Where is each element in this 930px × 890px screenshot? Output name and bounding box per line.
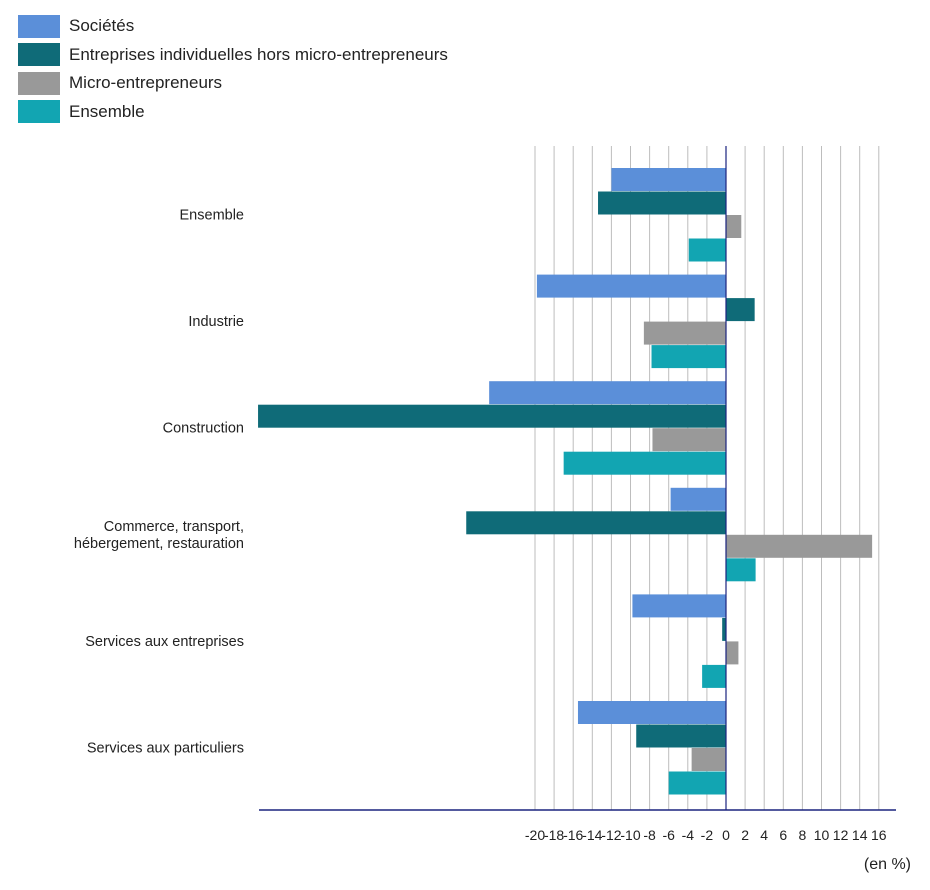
legend-label: Ensemble: [69, 101, 145, 121]
legend-swatch: [18, 100, 60, 124]
unit-label: (en %): [864, 856, 911, 873]
legend-label: Micro-entrepreneurs: [69, 73, 223, 93]
category-label: Commerce, transport,: [104, 519, 244, 535]
legend-swatch: [18, 43, 60, 67]
bar: [722, 617, 726, 641]
x-tick-label: 12: [833, 827, 849, 843]
x-tick-label: -18: [544, 827, 564, 843]
x-tick-label: -10: [620, 827, 640, 843]
category-label: Ensemble: [180, 208, 244, 224]
x-tick-label: 2: [741, 827, 749, 843]
x-tick-label: 4: [760, 827, 768, 843]
x-tick-label: -2: [701, 827, 714, 843]
bar: [726, 641, 739, 665]
bar: [688, 238, 726, 262]
x-tick-label: 16: [871, 827, 887, 843]
bar: [726, 215, 742, 238]
legend-swatch: [18, 71, 60, 95]
legend-item-micro-entrepreneurs: Micro-entrepreneurs: [18, 69, 448, 98]
category-label: Construction: [163, 421, 244, 437]
bar: [726, 534, 873, 558]
x-tick-label: 10: [814, 827, 830, 843]
bar: [563, 451, 726, 475]
category-label: Services aux particuliers: [87, 741, 244, 757]
category-label: hébergement, restauration: [74, 536, 244, 552]
x-tick-label: -14: [582, 827, 602, 843]
x-tick-label: -8: [643, 827, 656, 843]
bar: [489, 381, 726, 405]
bar: [611, 168, 726, 191]
x-tick-label: 8: [799, 827, 807, 843]
legend-item-ensemble: Ensemble: [18, 98, 448, 127]
bar: [668, 771, 726, 795]
x-tick-label: 6: [779, 827, 787, 843]
chart-legend: Sociétés Entreprises individuelles hors …: [18, 12, 448, 126]
bar: [670, 487, 726, 511]
x-tick-label: -12: [601, 827, 621, 843]
bar: [652, 428, 726, 452]
bar: [726, 298, 755, 322]
bar: [643, 321, 726, 345]
legend-label: Entreprises individuelles hors micro-ent…: [69, 44, 448, 64]
bar: [702, 664, 726, 688]
x-tick-label: -6: [662, 827, 675, 843]
bar: [577, 701, 726, 724]
x-tick-label: -20: [525, 827, 545, 843]
x-tick-label: 14: [852, 827, 868, 843]
legend-item-entreprises-individuelles: Entreprises individuelles hors micro-ent…: [18, 41, 448, 70]
category-label: Services aux entreprises: [85, 634, 244, 650]
bar: [536, 274, 726, 298]
bar: [258, 404, 726, 428]
category-label: Industrie: [188, 314, 244, 330]
x-tick-label: -16: [563, 827, 583, 843]
x-tick-label: 0: [722, 827, 730, 843]
legend-label: Sociétés: [69, 16, 135, 36]
bar: [466, 511, 726, 535]
bar: [651, 345, 726, 369]
x-tick-label: -4: [682, 827, 695, 843]
legend-swatch: [18, 14, 60, 38]
legend-item-societes: Sociétés: [18, 12, 448, 41]
bar: [726, 558, 756, 582]
bar: [691, 748, 726, 771]
bar: [598, 191, 726, 215]
bar: [632, 594, 726, 618]
bar: [636, 724, 726, 748]
